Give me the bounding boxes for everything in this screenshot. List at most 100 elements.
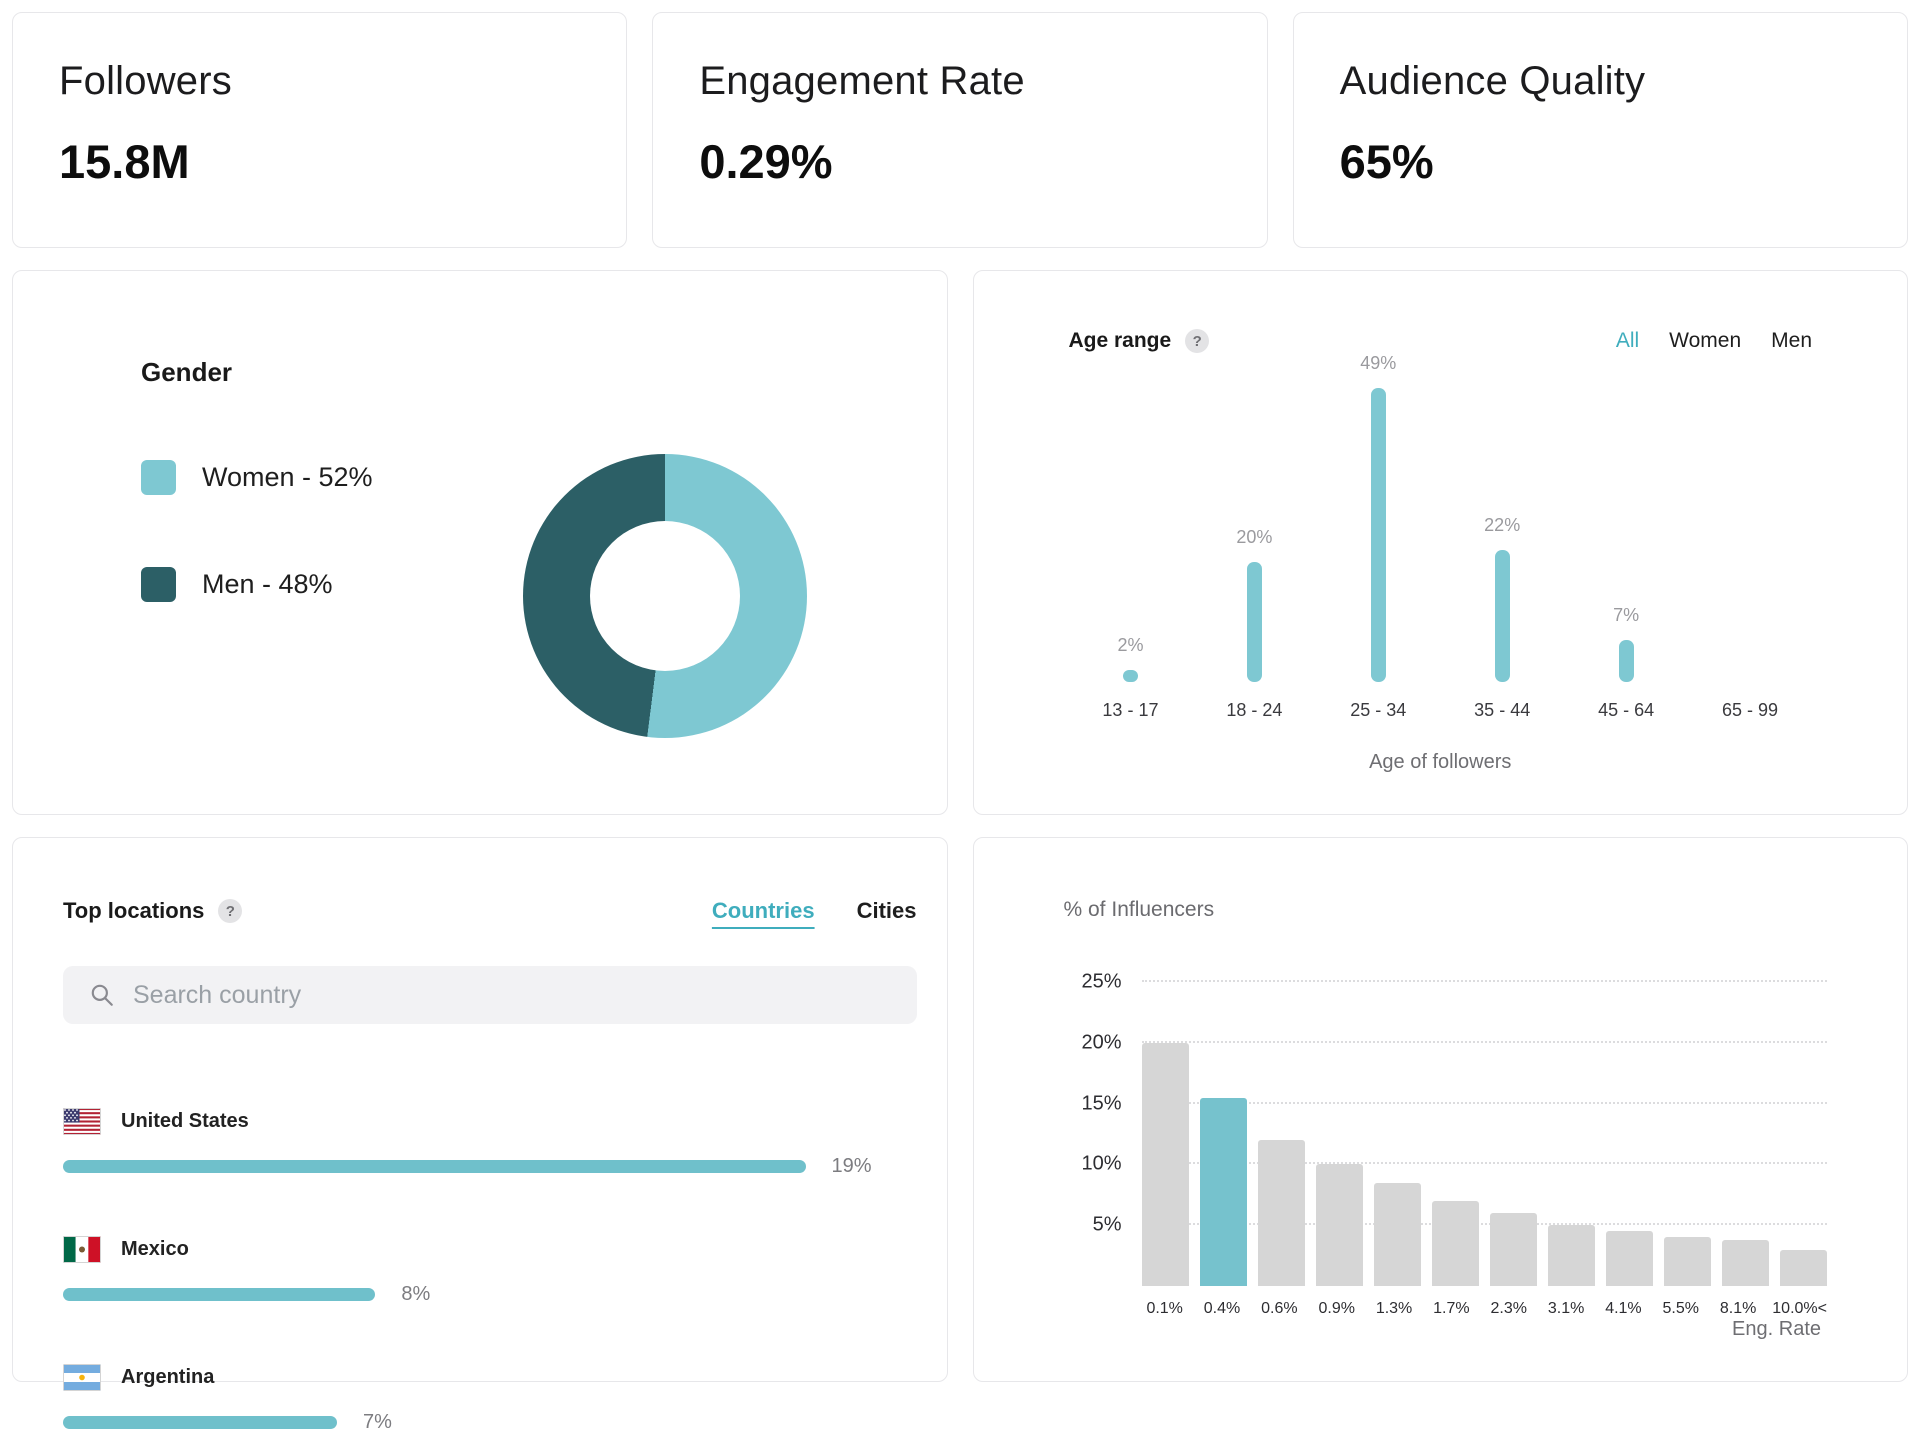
age-tab-all[interactable]: All [1615,329,1640,352]
x-axis-tick-label: 0.4% [1203,1300,1241,1317]
influencers-bar-chart: 25% 20% 15% 10% 5% [1081,971,1828,1286]
legend-label: Men - 48% [202,569,333,599]
age-bar-value-label: 7% [1613,605,1640,625]
age-range-header: Age range ? All Women Men [1068,329,1812,353]
top-locations-tabs: Countries Cities [712,898,917,924]
audience-quality-card: Audience Quality 65% [1292,12,1908,248]
legend-swatch [141,460,176,495]
location-row: United States 19% [63,1108,917,1178]
location-name: United States [121,1110,249,1132]
grid-line [1141,980,1827,982]
influencer-bar-highlighted [1182,1046,1247,1286]
age-category-label: 25 - 34 [1350,700,1407,720]
x-axis-tick-label: 3.1% [1547,1300,1585,1317]
bottom-row: Top locations ? Countries Cities United … [12,837,1908,1433]
influencer-bar [1780,1250,1828,1286]
age-bar [1246,562,1262,682]
engagement-rate-card: Engagement Rate 0.29% [652,12,1268,248]
top-locations-title-wrap: Top locations ? [63,898,243,924]
age-tab-women[interactable]: Women [1669,329,1742,352]
influencer-bar [1663,1237,1711,1286]
help-icon[interactable]: ? [218,899,243,923]
tab-countries[interactable]: Countries [711,898,815,923]
followers-card: Followers 15.8M [12,12,628,248]
grid-line [1141,1101,1827,1104]
age-range-card: Age range ? All Women Men 2% 13 - 17 20% 18 -… [972,270,1908,815]
us-flag-icon [63,1108,101,1135]
search-icon [91,984,113,1006]
influencer-bar [1141,1043,1189,1286]
influencers-bars [1141,1010,1828,1286]
age-bar-group: 49% 25 - 34 [1350,353,1406,721]
grid-line [1141,1162,1827,1165]
age-category-label: 65 - 99 [1722,700,1779,720]
influencer-bar [1489,1213,1537,1286]
location-bar [63,1288,376,1301]
hover-indicator-dot [1182,1046,1225,1088]
x-axis-tick-label: 2.3% [1490,1300,1527,1317]
location-percentage: 8% [401,1283,431,1305]
age-bar-group: 20% 18 - 24 [1226,527,1282,721]
influencers-x-axis-label: Eng. Rate [1732,1318,1821,1340]
grid-line [1141,1223,1827,1226]
location-name: Mexico [121,1238,189,1260]
y-axis-tick-label: 20% [1081,1031,1122,1054]
location-row: Mexico 8% [63,1236,917,1306]
influencers-title: % of Influencers [1063,898,1215,921]
age-category-label: 13 - 17 [1102,700,1159,720]
location-head: United States [63,1108,917,1135]
age-category-label: 45 - 64 [1598,700,1655,720]
age-bar-value-label: 22% [1484,515,1521,535]
x-axis-tick-label: 10.0%< [1772,1300,1827,1317]
gender-legend-item: Men - 48% [141,567,373,602]
stats-row: Followers 15.8M Engagement Rate 0.29% Au… [12,12,1908,248]
location-percentage: 7% [362,1411,392,1433]
age-bar [1618,640,1634,682]
location-head: Mexico [63,1236,917,1263]
engagement-rate-label: Engagement Rate [699,59,1025,103]
search-country-input[interactable] [133,980,891,1010]
y-axis-tick-label: 5% [1092,1213,1122,1236]
donut-hole [589,521,740,671]
age-bar-group: 2% 13 - 17 [1102,635,1158,721]
age-category-label: 18 - 24 [1226,700,1283,720]
location-name: Argentina [121,1366,215,1388]
age-range-title: Age range [1068,329,1172,352]
legend-swatch [141,567,176,602]
age-x-axis-label: Age of followers [1369,751,1512,773]
middle-row: Gender Women - 52% Men - 48% Age range ? … [12,270,1908,815]
age-category-label: 35 - 44 [1474,700,1531,720]
y-axis-tick-label: 15% [1081,1092,1122,1115]
top-locations-card: Top locations ? Countries Cities United … [12,837,948,1433]
x-axis-tick-label: 1.3% [1375,1300,1413,1317]
y-axis-tick-label: 10% [1081,1152,1122,1175]
top-locations-list: United States 19% Mexico 8% Argentina 7% [63,1108,917,1434]
influencer-bar [1605,1231,1653,1286]
search-country-box [63,966,917,1024]
location-head: Argentina [63,1364,917,1391]
age-bar-value-label: 20% [1236,527,1273,547]
audience-quality-label: Audience Quality [1339,59,1646,103]
age-tab-men[interactable]: Men [1771,329,1812,352]
influencers-card: % of Influencers 25% 20% 15% 10% 5% 0.1% 0.4%… [972,837,1908,1382]
x-axis-tick-label: 8.1% [1719,1300,1757,1317]
location-bar-row: 7% [63,1411,917,1434]
gender-chart-area: Women - 52% Men - 48% [141,454,857,738]
x-axis-tick-label: 1.7% [1433,1300,1470,1317]
location-bar [63,1416,337,1429]
influencer-bar [1547,1225,1595,1286]
help-icon[interactable]: ? [1185,329,1210,353]
age-bar [1370,388,1386,682]
location-percentage: 19% [831,1155,872,1177]
audience-quality-value: 65% [1339,135,1434,188]
x-axis-tick-label: 4.1% [1605,1300,1642,1317]
age-range-tabs: All Women Men [1616,329,1812,353]
grid-line [1141,1040,1827,1043]
influencer-bar [1721,1240,1770,1286]
y-axis-tick-label: 25% [1081,970,1122,993]
age-bar-group: 65 - 99 [1722,648,1778,721]
audience-analytics-dashboard: Followers 15.8M Engagement Rate 0.29% Au… [12,12,1908,1433]
location-bar-row: 19% [63,1155,917,1178]
tab-cities[interactable]: Cities [856,898,917,923]
age-bar-group: 7% 45 - 64 [1598,605,1654,721]
